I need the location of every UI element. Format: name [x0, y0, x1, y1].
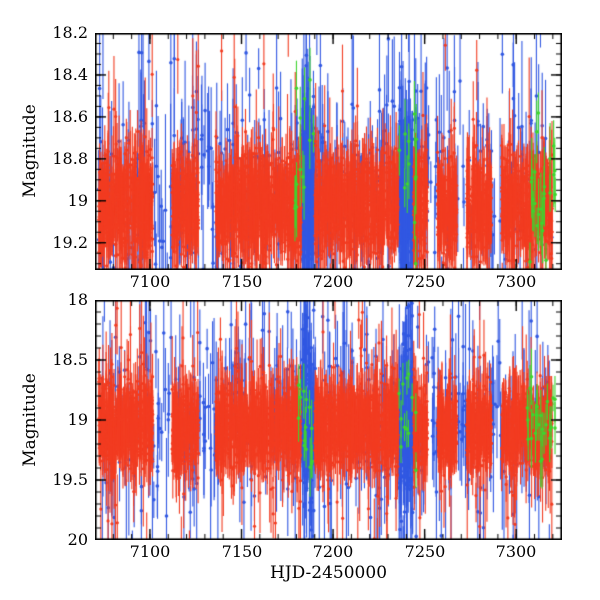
y-tick-label: 18 [67, 290, 88, 309]
y-tick-label: 18.5 [52, 350, 88, 369]
y-tick-label: 18.8 [52, 149, 88, 168]
x-tick-label: 7250 [404, 542, 446, 561]
y-tick-label: 19 [67, 410, 88, 429]
x-tick-label: 7150 [221, 542, 263, 561]
x-tick-label: 7100 [129, 272, 171, 291]
x-tick-label: 7150 [221, 272, 263, 291]
x-tick-label: 7300 [495, 272, 537, 291]
top-panel-plot [95, 33, 562, 270]
x-tick-label: 7200 [312, 272, 354, 291]
x-tick-label: 7100 [129, 542, 171, 561]
y-tick-label: 19 [67, 191, 88, 210]
y-tick-label: 19.2 [52, 233, 88, 252]
x-tick-label: 7300 [495, 542, 537, 561]
bottom-panel-plot [95, 300, 562, 540]
y-tick-label: 18.2 [52, 23, 88, 42]
y-tick-label: 18.6 [52, 107, 88, 126]
y-tick-label: 18.4 [52, 65, 88, 84]
y-tick-label: 20 [67, 530, 88, 549]
x-tick-label: 7250 [404, 272, 446, 291]
x-axis-label: HJD-2450000 [269, 563, 388, 583]
x-tick-label: 7200 [312, 542, 354, 561]
y-tick-label: 19.5 [52, 470, 88, 489]
